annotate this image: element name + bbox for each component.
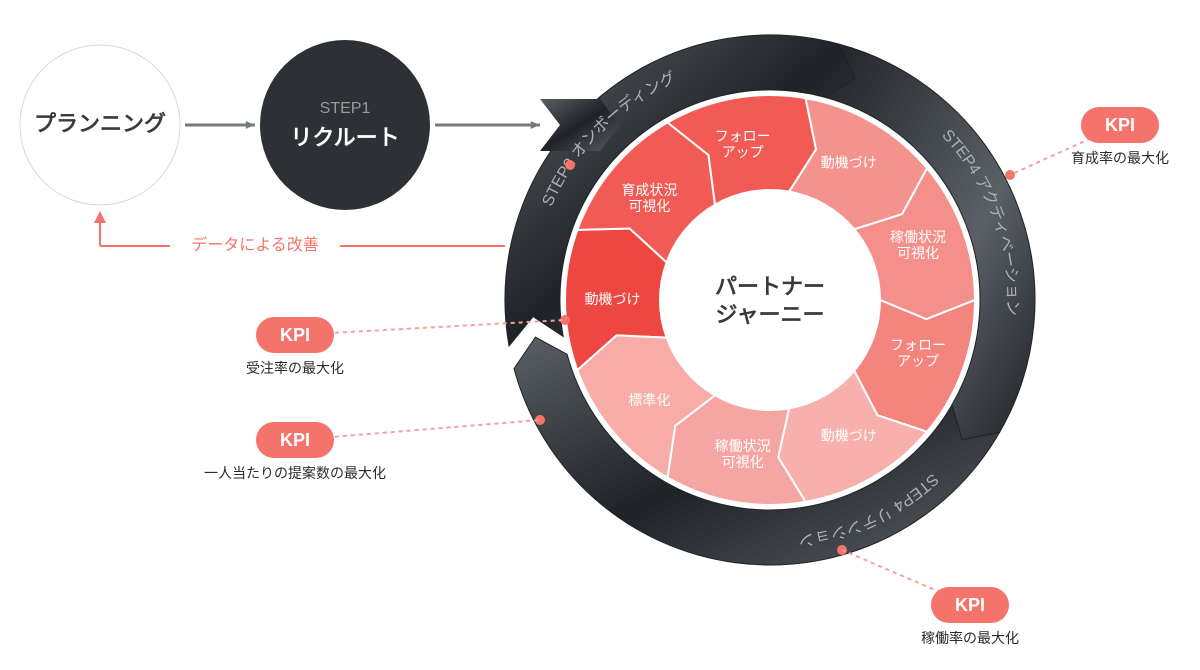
kpi-activation-sub: 稼働率の最大化 — [921, 630, 1019, 646]
kpi-retention-a-sub: 一人当たりの提案数の最大化 — [204, 465, 386, 481]
segment-label-4: 稼働状況可視化 — [890, 229, 946, 261]
ring-center — [666, 196, 874, 404]
segment-label-6: 動機づけ — [821, 427, 877, 443]
kpi-activation-label: KPI — [955, 595, 985, 615]
feedback-label: データによる改善 — [191, 235, 319, 254]
center-title-2: ジャーニー — [716, 302, 825, 327]
kpi-retention-b-label: KPI — [280, 325, 310, 345]
segment-label-2: フォローアップ — [715, 128, 771, 160]
step1-label: リクルート — [290, 125, 399, 150]
arrowhead-icon — [246, 121, 255, 129]
kpi-retention-b-sub: 受注率の最大化 — [246, 360, 344, 376]
feedback-arrowhead-icon — [94, 211, 106, 223]
segment-label-5: フォローアップ — [890, 337, 946, 369]
step1-step: STEP1 — [320, 100, 371, 117]
connector-dot — [565, 160, 575, 170]
kpi-onboarding-sub: 育成率の最大化 — [1071, 150, 1169, 166]
planning-label: プランニング — [34, 111, 166, 136]
kpi-onboarding-label: KPI — [1105, 115, 1135, 135]
segment-label-7: 稼働状況可視化 — [715, 438, 771, 470]
segment-label-3: 動機づけ — [821, 155, 877, 171]
segment-label-8: 標準化 — [628, 392, 670, 408]
kpi-retention-a-label: KPI — [280, 430, 310, 450]
segment-label-1: 育成状況可視化 — [621, 182, 677, 214]
center-title-1: パートナー — [715, 274, 825, 299]
segment-label-0: 動機づけ — [585, 291, 641, 307]
arrowhead-icon — [531, 121, 540, 129]
